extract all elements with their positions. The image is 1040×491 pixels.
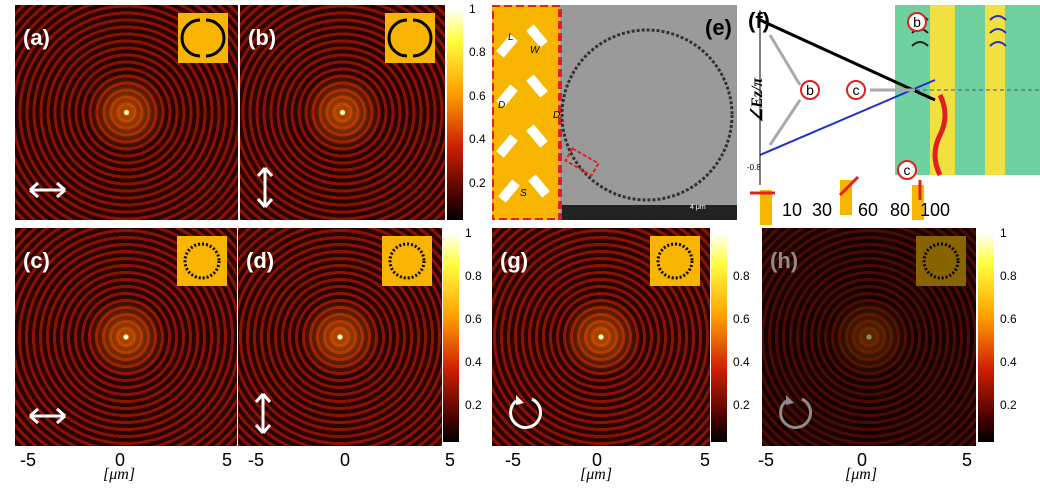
panel-label: (h) bbox=[770, 248, 799, 273]
heatmap: (d) bbox=[238, 228, 442, 446]
dimension-label: D bbox=[498, 100, 506, 111]
dimension-label: D bbox=[553, 110, 561, 121]
x-tick-label: 5 bbox=[445, 450, 456, 470]
colorbar-tick: 0.6 bbox=[733, 312, 750, 327]
y-axis-label: ∠Ez/π bbox=[749, 77, 767, 123]
polarization-icon bbox=[248, 391, 293, 436]
y-tick-label: -0.8 bbox=[747, 163, 761, 172]
polarization-icon bbox=[772, 391, 817, 436]
x-tick-label: 5 bbox=[222, 450, 233, 470]
x-tick-label: 0 bbox=[592, 450, 603, 470]
marker-label: b bbox=[800, 80, 820, 100]
inset bbox=[916, 236, 966, 286]
colorbar-tick: 1 bbox=[465, 226, 472, 240]
x-tick-label: 60 bbox=[858, 200, 879, 220]
x-tick-label: 10 bbox=[782, 200, 803, 220]
heatmap: (g) bbox=[492, 228, 710, 446]
colorbar-tick: 1 bbox=[469, 2, 476, 16]
colorbar bbox=[443, 232, 459, 442]
marker-label: b bbox=[907, 12, 927, 32]
x-axis-label: [μm] bbox=[103, 466, 136, 483]
inset bbox=[178, 13, 228, 63]
colorbar-tick: 0.8 bbox=[1000, 269, 1017, 284]
x-axis-label: [μm] bbox=[845, 466, 878, 483]
colorbar-tick: 0.4 bbox=[1000, 355, 1017, 370]
x-tick-label: -5 bbox=[20, 450, 37, 470]
x-tick-label: 5 bbox=[700, 450, 711, 470]
x-axis-label: [μm] bbox=[580, 466, 613, 483]
marker-label: c bbox=[897, 160, 917, 180]
inset bbox=[385, 13, 435, 63]
colorbar-tick: 0.4 bbox=[469, 132, 486, 147]
polarization-icon bbox=[25, 165, 70, 210]
colorbar-tick: 0.8 bbox=[469, 45, 486, 60]
colorbar-tick: 0.8 bbox=[733, 269, 750, 284]
x-tick-label: 100 bbox=[920, 200, 951, 220]
heatmap: (c) bbox=[15, 228, 237, 446]
panel-label: (d) bbox=[246, 248, 275, 273]
heatmap: (b) bbox=[240, 5, 445, 220]
polarization-icon bbox=[25, 391, 70, 436]
panel-label: (c) bbox=[23, 248, 50, 273]
panel-label: (a) bbox=[23, 25, 50, 50]
panel-label: (g) bbox=[500, 248, 529, 273]
colorbar-tick: 0.2 bbox=[469, 175, 486, 190]
polarization-icon bbox=[502, 391, 547, 436]
panel-label: (e) bbox=[705, 15, 732, 40]
colorbar bbox=[711, 232, 727, 442]
colorbar-tick: 1 bbox=[1000, 226, 1007, 240]
x-tick-label: 80 bbox=[890, 200, 911, 220]
colorbar-tick: 0.2 bbox=[1000, 398, 1017, 413]
sem-drawing bbox=[490, 3, 737, 222]
colorbar-tick: 0.6 bbox=[469, 88, 486, 103]
panel-f bbox=[740, 5, 1040, 225]
x-tick-label: 0 bbox=[115, 450, 126, 470]
heatmap: (h) bbox=[762, 228, 976, 446]
x-tick-label: 5 bbox=[962, 450, 973, 470]
inset bbox=[382, 236, 432, 286]
colorbar-tick: 0.8 bbox=[465, 269, 482, 284]
colorbar-tick: 0.2 bbox=[465, 398, 482, 413]
inset bbox=[650, 236, 700, 286]
x-tick-label: -5 bbox=[758, 450, 775, 470]
colorbar-tick: 0.2 bbox=[733, 398, 750, 413]
colorbar-tick: 0.4 bbox=[733, 355, 750, 370]
heatmap: (a) bbox=[15, 5, 238, 220]
panel-label: (b) bbox=[248, 25, 277, 50]
colorbar bbox=[978, 232, 994, 442]
dimension-label: S bbox=[520, 188, 527, 199]
scale-label: 4 μm bbox=[690, 204, 706, 211]
marker-label: c bbox=[846, 80, 866, 100]
x-tick-label: 30 bbox=[812, 200, 833, 220]
sem-image bbox=[490, 3, 737, 222]
phase-diagram bbox=[750, 5, 1040, 225]
colorbar-tick: 0.4 bbox=[465, 355, 482, 370]
colorbar-tick: 0.6 bbox=[1000, 312, 1017, 327]
colorbar-tick: 0.6 bbox=[465, 312, 482, 327]
x-tick-label: 0 bbox=[857, 450, 868, 470]
inset bbox=[177, 236, 227, 286]
colorbar bbox=[447, 8, 463, 220]
x-tick-label: -5 bbox=[248, 450, 265, 470]
x-tick-label: -5 bbox=[505, 450, 522, 470]
panel-label: (f) bbox=[748, 8, 770, 33]
dimension-label: L bbox=[508, 32, 514, 43]
dimension-label: W bbox=[530, 45, 540, 56]
polarization-icon bbox=[250, 165, 295, 210]
x-tick-label: 0 bbox=[340, 450, 351, 470]
